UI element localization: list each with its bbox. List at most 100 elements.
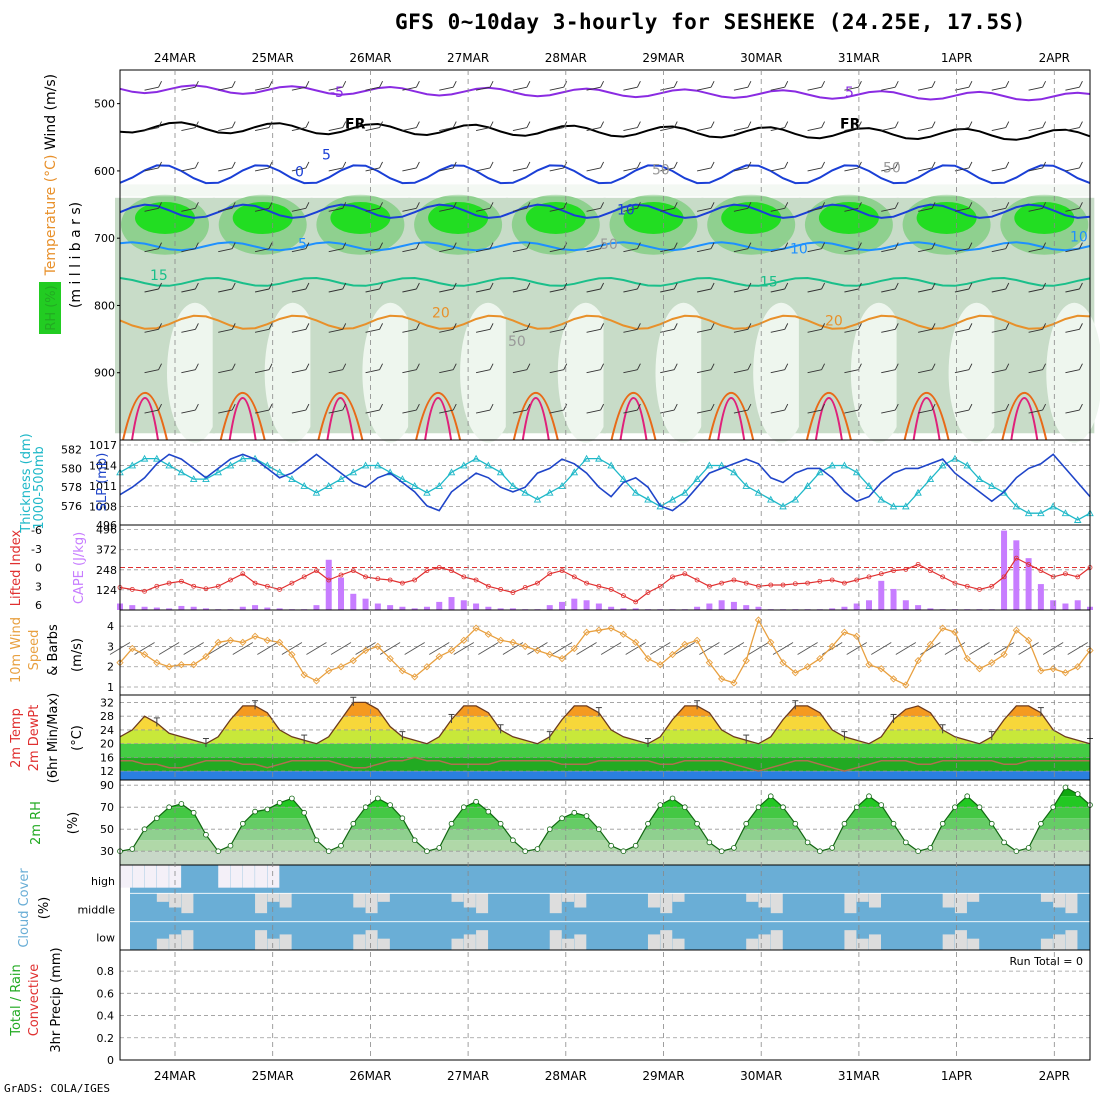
- wind-barb-flag: [416, 202, 420, 209]
- wind-barb-flag: [931, 202, 936, 209]
- cloud-label: Cloud Cover: [17, 868, 32, 948]
- cape-bar: [1025, 558, 1032, 610]
- slp-marker: [791, 495, 800, 503]
- wind-barb: [844, 86, 859, 91]
- rh-tick: 50: [100, 823, 114, 836]
- cloud-low-block: [868, 934, 881, 950]
- rh-marker: [976, 804, 983, 810]
- wind-barb: [991, 86, 1006, 91]
- wind-barb-flag: [1079, 121, 1083, 128]
- contour-label: 20: [432, 306, 450, 322]
- rh-marker: [657, 802, 664, 808]
- wind-barb: [549, 288, 564, 293]
- rh-marker: [387, 802, 393, 808]
- wind-barb: [181, 167, 196, 172]
- cloud-low-block: [770, 930, 783, 950]
- rh-band: [120, 840, 1090, 852]
- slp-tick: 1008: [89, 500, 117, 513]
- wind-barb: [1028, 369, 1043, 374]
- slp-marker: [189, 475, 198, 483]
- wind-barb-flag: [342, 403, 347, 411]
- wind-barb: [291, 248, 306, 253]
- minmax-label: (6hr Min/Max): [46, 693, 61, 783]
- date-label-bottom: 1APR: [941, 1069, 972, 1083]
- wind-barb-flag: [1079, 363, 1083, 370]
- surface-wind-barb: [748, 642, 769, 655]
- wind-barb: [918, 167, 933, 172]
- cloud-middle-block: [856, 893, 869, 902]
- cape-bar: [1037, 584, 1044, 610]
- wind-barb-flag: [342, 121, 347, 128]
- wind-barb-flag: [894, 202, 899, 209]
- wind-barb-flag: [452, 80, 457, 88]
- wind-barb-flag: [747, 161, 752, 169]
- slp-marker: [840, 461, 849, 469]
- wind-speed-marker: [656, 661, 664, 669]
- wind-barb: [807, 167, 822, 172]
- cloud-middle-block: [476, 893, 489, 914]
- wind-barb-flag: [710, 161, 715, 169]
- wind-barb-flag: [968, 202, 973, 209]
- slp-marker: [435, 481, 443, 489]
- wind-barb: [439, 167, 454, 172]
- wind-barb: [991, 409, 1006, 414]
- rh-marker: [669, 795, 676, 802]
- wind-barb-flag: [747, 242, 752, 249]
- wind-barb: [402, 328, 417, 333]
- wind-speed-line: [119, 618, 1091, 686]
- thickness-label-2: 1000-500mb: [32, 446, 47, 530]
- wind-barb: [623, 288, 638, 293]
- surface-wind-barb: [871, 642, 892, 655]
- wind-barb: [328, 409, 343, 414]
- rh-marker: [215, 848, 222, 854]
- wind-speed-marker: [693, 636, 701, 644]
- wind-barb-flag: [968, 121, 973, 128]
- wind-barb: [1065, 328, 1080, 333]
- cape-bar: [239, 606, 246, 610]
- wind-barb-flag: [931, 80, 936, 88]
- wind-speed-marker: [509, 638, 517, 647]
- wind-barb-flag: [821, 202, 825, 209]
- wind-barb: [218, 167, 233, 172]
- wind-barb-flag: [894, 403, 899, 411]
- li-marker: [842, 580, 847, 586]
- contour-label: 15: [150, 268, 168, 284]
- wind-barb: [475, 369, 491, 374]
- wind-barb: [696, 369, 712, 374]
- rh-marker: [485, 808, 492, 815]
- isotherm-25-loop: [122, 391, 168, 441]
- cloud-middle-block: [267, 893, 280, 902]
- wind-speed-marker: [619, 630, 628, 638]
- pressure-tick: 800: [94, 299, 115, 312]
- wind-barb-flag: [526, 242, 531, 249]
- wind-barb-flag: [710, 403, 715, 411]
- wind-speed-marker: [668, 650, 677, 659]
- wind-barb: [475, 207, 491, 212]
- slp-label: SLP (mb): [95, 453, 110, 512]
- li-marker: [621, 593, 626, 599]
- rh-marker: [1013, 848, 1020, 854]
- rh-marker: [878, 802, 885, 808]
- cloud-middle-block: [746, 893, 759, 902]
- rh-blob-core: [428, 202, 489, 234]
- wind-barb-flag: [931, 363, 936, 370]
- wind-tick: 4: [107, 620, 114, 633]
- isotherm-line: [119, 241, 1091, 252]
- rh-blob-dry: [948, 302, 1005, 443]
- wind10-unit: (m/s): [70, 638, 85, 672]
- li-marker: [903, 566, 909, 572]
- wind-barb-flag: [931, 161, 936, 169]
- isotherm-25-loop: [708, 391, 755, 441]
- slp-marker: [484, 461, 493, 469]
- cape-bar: [129, 605, 136, 610]
- wind-barb-flag: [710, 323, 715, 330]
- lifted-index-label: Lifted Index: [9, 529, 24, 606]
- wind-barb: [1028, 409, 1043, 414]
- isotherm-25-loop: [317, 391, 364, 441]
- wind-barb-flag: [489, 161, 494, 169]
- cape-bar: [730, 601, 737, 610]
- wind-barb-flag: [563, 161, 568, 169]
- slp-marker: [865, 481, 873, 489]
- date-label-top: 27MAR: [447, 51, 489, 65]
- li-marker: [633, 599, 639, 605]
